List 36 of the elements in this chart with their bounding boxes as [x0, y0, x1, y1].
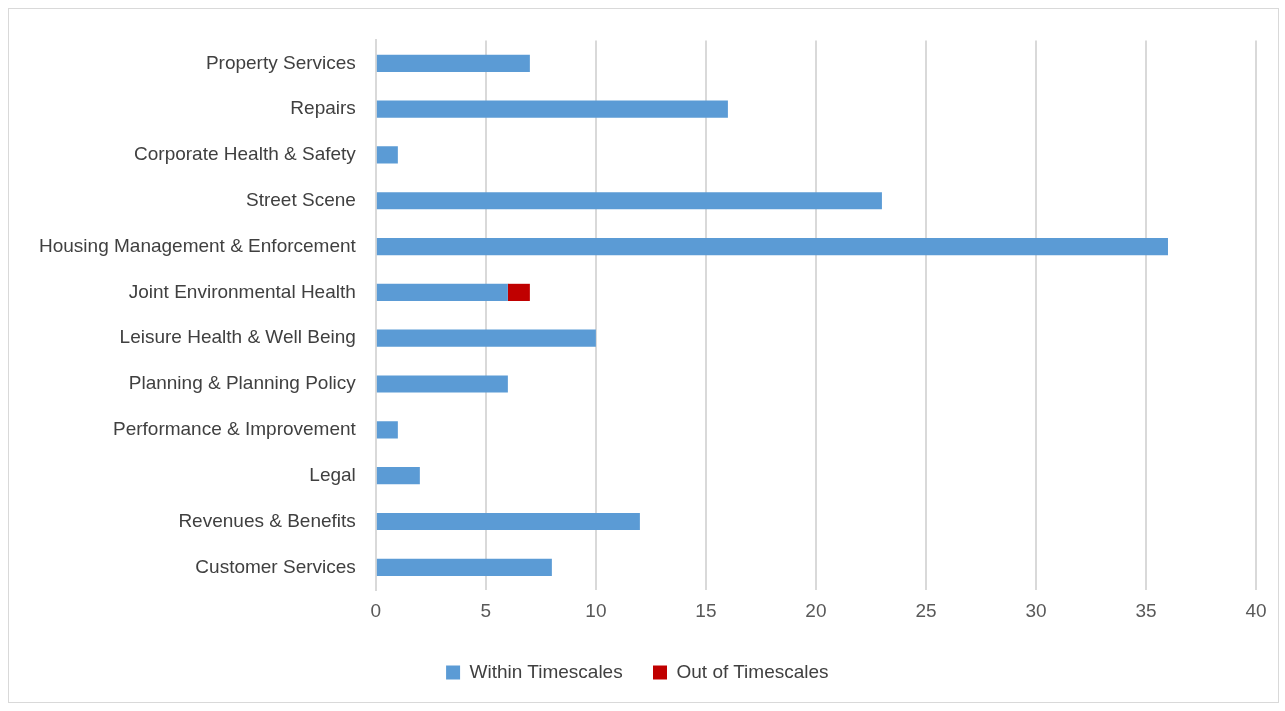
- bar: [376, 467, 420, 485]
- bar: [376, 237, 1168, 256]
- y-tick-label: Leisure Health & Well Being: [119, 326, 356, 348]
- bar: [376, 283, 508, 301]
- bar: [376, 146, 398, 164]
- y-tick-label: Joint Environmental Health: [128, 280, 356, 302]
- y-tick-label: Repairs: [290, 97, 356, 119]
- y-tick-label: Planning & Planning Policy: [128, 372, 357, 394]
- y-tick-label: Customer Services: [195, 555, 356, 577]
- y-tick-label: Housing Management & Enforcement: [39, 234, 357, 256]
- bar: [376, 375, 508, 393]
- bar: [376, 558, 552, 576]
- x-tick-label: 30: [1025, 599, 1047, 621]
- y-tick-label: Revenues & Benefits: [178, 509, 356, 531]
- x-tick-label: 40: [1245, 599, 1267, 621]
- bar: [376, 100, 728, 118]
- x-tick-label: 35: [1135, 599, 1157, 621]
- bar: [507, 283, 530, 301]
- bar: [376, 54, 530, 72]
- x-tick-label: 10: [585, 599, 607, 621]
- y-tick-label: Performance & Improvement: [112, 418, 357, 440]
- legend-label: Out of Timescales: [676, 660, 829, 682]
- y-tick-label: Corporate Health & Safety: [134, 143, 357, 165]
- bar: [376, 421, 398, 439]
- x-tick-label: 25: [915, 599, 937, 621]
- y-tick-label: Property Services: [205, 51, 356, 73]
- y-tick-label: Legal: [309, 463, 356, 485]
- x-tick-label: 5: [480, 599, 492, 621]
- bar: [376, 329, 596, 347]
- bar: [376, 192, 882, 210]
- bar: [376, 512, 640, 531]
- x-tick-label: 0: [370, 599, 382, 621]
- y-tick-label: Street Scene: [246, 188, 356, 210]
- x-tick-label: 20: [805, 599, 827, 621]
- legend-label: Within Timescales: [469, 660, 623, 682]
- x-tick-label: 15: [695, 599, 717, 621]
